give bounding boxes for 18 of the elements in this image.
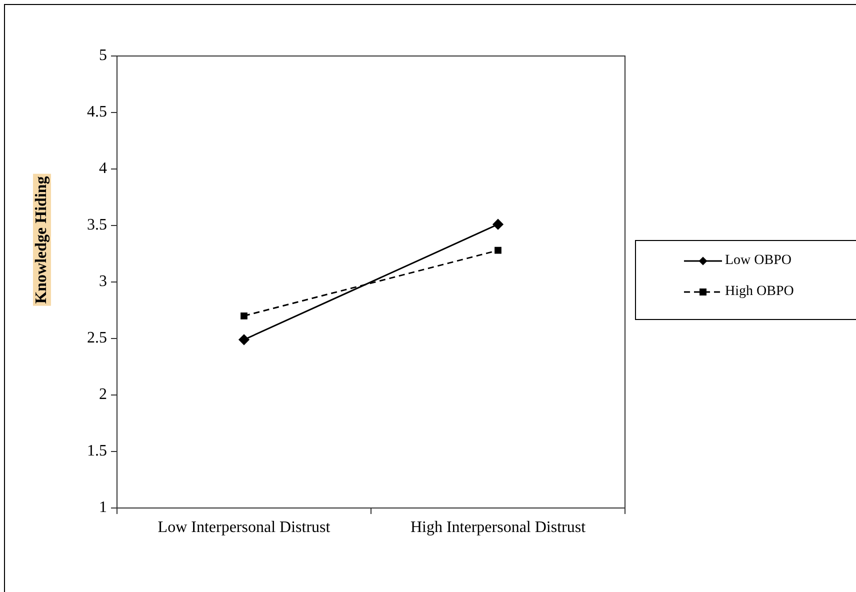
y-tick-label: 5	[99, 47, 107, 64]
y-tick-label: 4	[99, 160, 107, 178]
y-tick-label: 2.5	[87, 330, 107, 347]
y-axis-title: Knowledge Hiding	[33, 174, 51, 306]
point	[494, 246, 502, 254]
y-tick-label: 4.5	[87, 104, 107, 121]
y-tick-label: 1.5	[87, 442, 107, 460]
y-tick-label: 3	[99, 273, 107, 290]
x-tick-label: Low Interpersonal Distrust	[158, 518, 331, 536]
y-tick-label: 1	[99, 499, 107, 516]
point	[238, 334, 250, 345]
y-tick-label: 3.5	[87, 216, 107, 234]
y-tick-label: 2	[99, 386, 107, 404]
legend-label: High OBPO	[725, 284, 794, 300]
x-tick-label: High Interpersonal Distrust	[410, 518, 586, 536]
legend-label: Low OBPO	[725, 253, 792, 269]
point	[240, 312, 248, 320]
point	[492, 219, 504, 230]
